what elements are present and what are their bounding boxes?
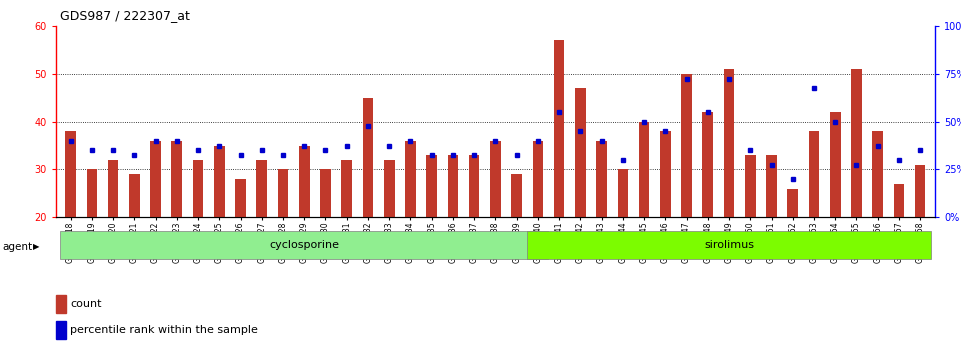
Bar (915, 165, 925, 217)
Bar (129, 174, 139, 217)
Bar (193, 160, 204, 217)
Bar (320, 169, 331, 217)
Bar (469, 155, 480, 217)
Bar (532, 141, 543, 217)
Bar (406, 141, 416, 217)
FancyBboxPatch shape (528, 231, 931, 259)
Bar (618, 169, 628, 217)
Bar (511, 174, 522, 217)
Bar (257, 160, 267, 217)
Bar (278, 169, 288, 217)
Bar (65, 131, 76, 217)
Bar (214, 146, 225, 217)
Text: ▶: ▶ (33, 242, 39, 251)
Bar (681, 74, 692, 217)
Bar (86, 169, 97, 217)
Bar (150, 141, 160, 217)
Bar (639, 121, 650, 217)
Bar (702, 112, 713, 217)
Bar (235, 179, 246, 217)
Bar (341, 160, 352, 217)
Bar (808, 131, 820, 217)
Bar (56, 295, 66, 313)
Bar (660, 131, 671, 217)
Text: agent: agent (2, 242, 32, 252)
Bar (108, 160, 118, 217)
Bar (554, 40, 564, 217)
Bar (596, 141, 607, 217)
Text: percentile rank within the sample: percentile rank within the sample (70, 325, 258, 335)
FancyBboxPatch shape (60, 231, 549, 259)
Bar (448, 155, 458, 217)
Bar (490, 141, 501, 217)
Bar (724, 69, 734, 217)
Bar (894, 184, 904, 217)
Bar (362, 98, 373, 217)
Text: count: count (70, 299, 102, 309)
Bar (427, 155, 437, 217)
Bar (851, 69, 862, 217)
Bar (575, 88, 585, 217)
Bar (873, 131, 883, 217)
Text: sirolimus: sirolimus (704, 240, 754, 250)
Text: cyclosporine: cyclosporine (269, 240, 339, 250)
Bar (56, 321, 66, 339)
Bar (830, 112, 841, 217)
Bar (745, 155, 755, 217)
Bar (766, 155, 776, 217)
Text: GDS987 / 222307_at: GDS987 / 222307_at (60, 9, 189, 22)
Bar (171, 141, 183, 217)
Bar (383, 160, 395, 217)
Bar (787, 189, 798, 217)
Bar (299, 146, 309, 217)
